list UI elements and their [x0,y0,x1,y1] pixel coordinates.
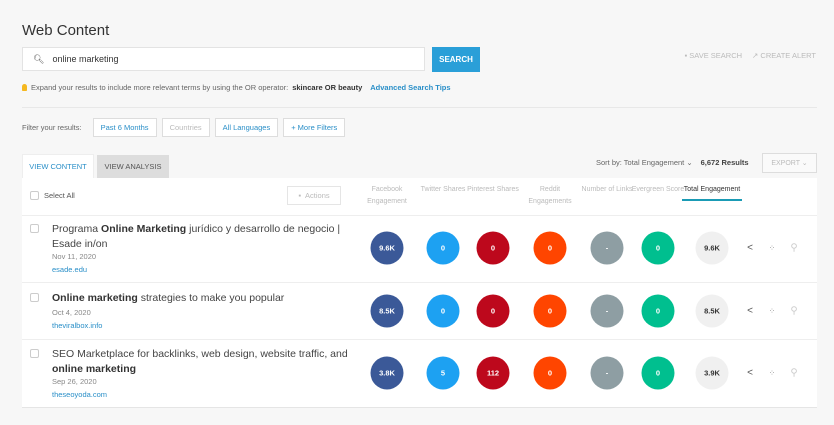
result-domain[interactable]: esade.edu [52,265,88,274]
filter-date[interactable]: Past 6 Months [92,118,157,137]
search-input[interactable]: 🔍︎ online marketing [22,47,425,71]
results-count: 6,672 Results [700,158,749,167]
link-icon[interactable]: ⚲ [790,242,798,254]
metric-circle: 0 [476,231,510,265]
metric-circle: 8.5K [370,294,404,328]
column-header[interactable]: Facebook Engagement [367,186,407,205]
column-header[interactable]: Number of Links [581,186,633,193]
filter-languages[interactable]: All Languages [214,118,279,137]
table-row [22,283,817,340]
metric-circle: 0 [533,294,567,328]
select-all-checkbox[interactable] [30,191,39,200]
metric-circle: 0 [641,231,675,265]
page-title: Web Content [22,22,110,39]
link-icon[interactable]: ⚲ [790,305,798,317]
share-icon[interactable]: < [747,242,753,254]
column-header[interactable]: Total Engagement [682,184,742,201]
column-header[interactable]: Twitter Shares [420,186,466,193]
actions-button[interactable]: ▪ Actions [287,186,341,205]
metric-circle: 5 [426,356,460,390]
results-panel [22,178,817,408]
metric-circle: 9.6K [370,231,404,265]
search-button[interactable]: SEARCH [432,47,480,72]
people-icon[interactable]: ⁘ [768,368,776,378]
metric-circle: 9.6K [695,231,729,265]
divider [22,107,817,108]
people-icon[interactable]: ⁘ [768,243,776,253]
tab-view-analysis[interactable]: VIEW ANALYSIS [97,155,169,178]
link-icon[interactable]: ⚲ [790,367,798,379]
tag-icon: ▪ [298,191,302,200]
result-title[interactable]: Online marketing strategies to make you … [52,292,285,304]
result-date: Nov 11, 2020 [52,252,97,261]
metric-circle: 0 [641,356,675,390]
lightbulb-icon [22,84,27,91]
metric-circle: - [590,356,624,390]
column-header[interactable]: Reddit Engagements [528,186,572,205]
people-icon[interactable]: ⁘ [768,306,776,316]
metric-circle: 112 [476,356,510,390]
metric-circle: 0 [426,294,460,328]
sort-dropdown[interactable]: Sort by: Total Engagement ⌄ [596,158,693,167]
result-title[interactable]: SEO Marketplace for backlinks, web desig… [52,348,348,375]
result-date: Oct 4, 2020 [52,308,91,317]
share-icon[interactable]: < [747,305,753,317]
filter-countries[interactable]: Countries [161,118,210,137]
table-row [22,215,817,283]
metric-circle: - [590,294,624,328]
result-date: Sep 26, 2020 [52,377,97,386]
share-icon[interactable]: < [747,367,753,379]
tab-view-content[interactable]: VIEW CONTENT [22,154,94,178]
create-alert-button[interactable]: ↗ CREATE ALERT [752,51,816,60]
result-title[interactable]: Programa Online Marketing jurídico y des… [52,223,341,250]
column-header[interactable]: Evergreen Score [631,186,685,193]
metric-circle: 0 [533,231,567,265]
save-search-button[interactable]: ▪ SAVE SEARCH [684,51,743,60]
result-domain[interactable]: theviralbox.info [52,321,103,330]
row-checkbox[interactable] [30,224,39,233]
row-checkbox[interactable] [30,349,39,358]
result-domain[interactable]: theseoyoda.com [52,390,108,399]
metric-circle: 0 [533,356,567,390]
metric-circle: 8.5K [695,294,729,328]
metric-circle: 0 [641,294,675,328]
metric-circle: - [590,231,624,265]
metric-circle: 0 [426,231,460,265]
column-header[interactable]: Pinterest Shares [467,186,519,193]
metric-circle: 3.9K [695,356,729,390]
export-button[interactable]: EXPORT ⌄ [762,153,817,173]
metric-circle: 0 [476,294,510,328]
more-filters-button[interactable]: + More Filters [283,118,346,137]
row-checkbox[interactable] [30,293,39,302]
search-icon: 🔍︎ [33,53,45,64]
metric-circle: 3.8K [370,356,404,390]
advanced-search-tips-link[interactable]: Advanced Search Tips [370,83,451,92]
